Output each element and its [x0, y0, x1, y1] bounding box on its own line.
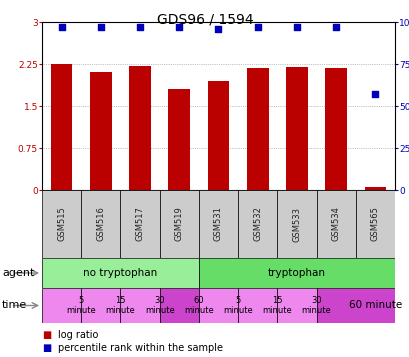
Bar	[42, 288, 81, 323]
Text: GSM532: GSM532	[253, 207, 262, 241]
Bar	[168, 89, 190, 190]
Bar	[120, 190, 159, 258]
Bar	[81, 288, 120, 323]
Text: GDS96 / 1594: GDS96 / 1594	[156, 12, 253, 26]
Bar	[325, 68, 346, 190]
Text: 15
minute: 15 minute	[105, 296, 135, 315]
Text: GSM531: GSM531	[213, 207, 222, 241]
Bar	[120, 288, 159, 323]
Text: time: time	[2, 301, 27, 311]
Point	[332, 24, 339, 30]
Bar	[159, 288, 198, 323]
Point	[97, 24, 104, 30]
Text: 60
minute: 60 minute	[184, 296, 213, 315]
Bar	[81, 190, 120, 258]
Bar	[364, 187, 385, 190]
Bar	[198, 258, 394, 288]
Point	[58, 24, 65, 30]
Point	[175, 24, 182, 30]
Text: 5
minute: 5 minute	[222, 296, 252, 315]
Text: tryptophan: tryptophan	[267, 268, 325, 278]
Point	[254, 24, 261, 30]
Text: 60 minute: 60 minute	[348, 301, 401, 311]
Text: log ratio: log ratio	[58, 330, 99, 340]
Text: 30
minute: 30 minute	[144, 296, 174, 315]
Bar	[238, 190, 276, 258]
Bar	[42, 190, 81, 258]
Point	[215, 26, 221, 31]
Bar	[207, 81, 229, 190]
Bar	[198, 190, 238, 258]
Point	[137, 24, 143, 30]
Bar	[159, 190, 198, 258]
Text: GSM516: GSM516	[96, 207, 105, 241]
Bar	[129, 66, 151, 190]
Bar	[316, 190, 355, 258]
Bar	[198, 288, 238, 323]
Bar	[90, 72, 111, 190]
Text: percentile rank within the sample: percentile rank within the sample	[58, 343, 223, 353]
Bar	[51, 64, 72, 190]
Text: ■: ■	[42, 330, 51, 340]
Text: GSM534: GSM534	[331, 207, 340, 241]
Bar	[238, 288, 276, 323]
Bar	[276, 190, 316, 258]
Text: GSM515: GSM515	[57, 207, 66, 241]
Point	[371, 91, 378, 97]
Text: ■: ■	[42, 343, 51, 353]
Text: agent: agent	[2, 268, 34, 278]
Text: no tryptophan: no tryptophan	[83, 268, 157, 278]
Bar	[355, 190, 394, 258]
Text: GSM517: GSM517	[135, 207, 144, 241]
Bar	[246, 68, 268, 190]
Bar	[285, 67, 307, 190]
Bar	[42, 258, 198, 288]
Text: 30
minute: 30 minute	[301, 296, 330, 315]
Text: GSM533: GSM533	[292, 206, 301, 241]
Bar	[316, 288, 394, 323]
Bar	[276, 288, 316, 323]
Text: GSM519: GSM519	[174, 207, 183, 241]
Text: 5
minute: 5 minute	[66, 296, 96, 315]
Text: GSM565: GSM565	[370, 207, 379, 241]
Text: 15
minute: 15 minute	[262, 296, 292, 315]
Point	[293, 24, 299, 30]
